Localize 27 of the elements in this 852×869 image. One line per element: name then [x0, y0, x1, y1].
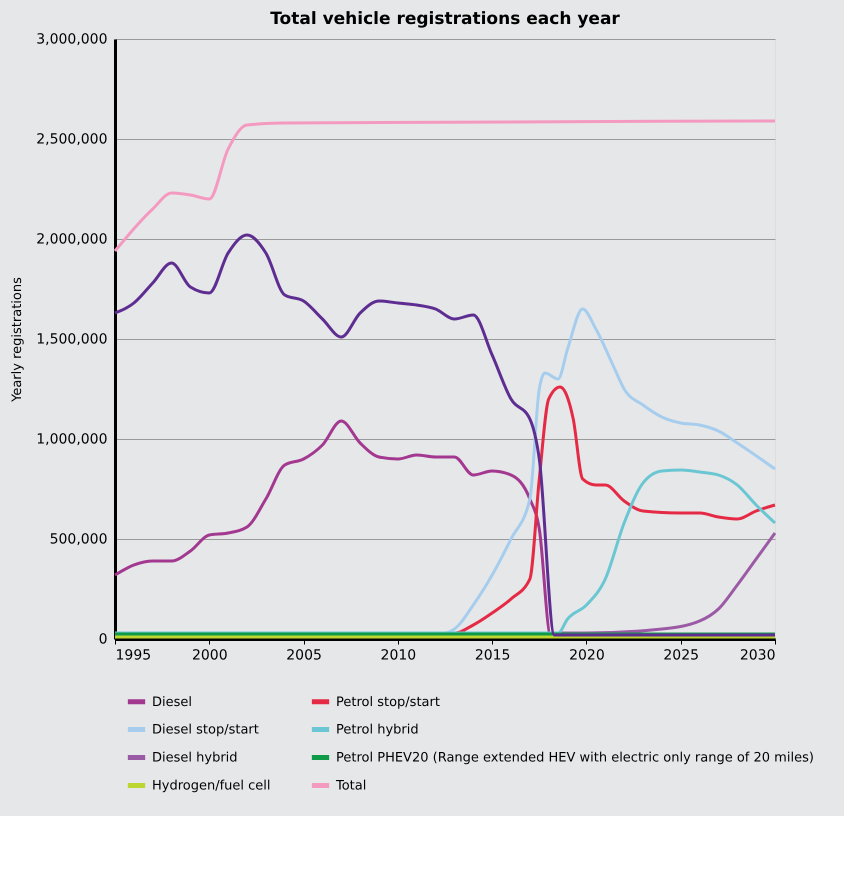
legend-label: Diesel	[152, 694, 192, 710]
x-tick-label: 2010	[380, 648, 416, 664]
x-tick-label: 2000	[192, 648, 228, 664]
y-tick-label: 2,500,000	[36, 132, 108, 148]
y-tick-label: 3,000,000	[36, 32, 108, 48]
y-tick-label: 500,000	[50, 532, 108, 548]
line-series	[114, 234, 776, 636]
legend-label: Petrol PHEV20 (Range extended HEV with electric only range of 20 miles)	[336, 750, 814, 766]
legend-label: Hydrogen/fuel cell	[152, 778, 271, 794]
x-tick-label: 2020	[569, 648, 605, 664]
y-tick-label: 0	[98, 632, 108, 648]
legend-label: Total	[335, 778, 366, 794]
y-axis-title: Yearly registrations	[10, 276, 26, 403]
x-tick-label: 1995	[116, 648, 152, 664]
line-series	[114, 120, 776, 252]
y-tick-label: 1,000,000	[36, 432, 108, 448]
legend-label: Petrol stop/start	[336, 694, 440, 710]
x-tick-label: 2025	[663, 648, 700, 664]
legend-label: Petrol hybrid	[336, 722, 419, 738]
x-tick-label: 2005	[286, 648, 322, 664]
chart-title: Total vehicle registrations each year	[270, 9, 620, 29]
legend-label: Diesel stop/start	[152, 722, 259, 738]
x-tick-label: 2015	[474, 648, 510, 664]
legend-label: Diesel hybrid	[152, 750, 238, 766]
y-tick-label: 1,500,000	[36, 332, 108, 348]
x-tick-label: 2030	[740, 648, 776, 664]
y-tick-label: 2,000,000	[36, 232, 108, 248]
